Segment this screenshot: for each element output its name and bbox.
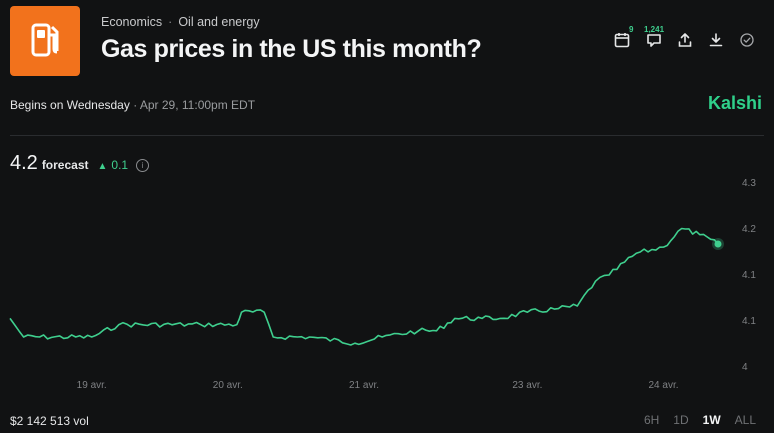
schedule-datetime: Apr 29, 11:00pm EDT	[139, 98, 256, 112]
forecast-change: ▲ 0.1	[98, 158, 129, 172]
y-tick-label: 4	[742, 362, 748, 373]
download-icon	[709, 33, 723, 47]
data-point	[200, 324, 202, 326]
data-point	[577, 305, 579, 307]
comment-icon	[647, 34, 661, 47]
info-icon[interactable]: i	[136, 159, 150, 172]
data-point	[381, 336, 383, 338]
data-point	[418, 330, 420, 332]
breadcrumb-category[interactable]: Economics	[101, 15, 163, 29]
data-point	[454, 318, 456, 320]
forecast-change-value: 0.1	[111, 158, 129, 172]
data-point	[436, 330, 438, 332]
y-tick-label: 4.3	[742, 178, 756, 189]
range-1w[interactable]: 1W	[702, 413, 721, 427]
x-tick-label: 24 avr.	[648, 380, 678, 391]
x-tick-label: 21 avr.	[349, 380, 379, 391]
data-point	[527, 311, 529, 313]
data-point	[608, 274, 610, 276]
data-point	[636, 253, 638, 255]
current-marker	[714, 240, 722, 248]
data-point	[236, 324, 238, 326]
share-icon	[678, 33, 692, 47]
price-chart[interactable]: 4.3 4.2 4.1 4.1 4 19 avr. 20 avr. 21 avr. 23 avr…	[0, 168, 774, 400]
range-1d[interactable]: 1D	[673, 413, 689, 427]
data-point	[499, 318, 501, 320]
y-tick-label: 4.1	[742, 316, 756, 327]
gas-pump-icon	[10, 6, 80, 76]
range-all[interactable]: ALL	[734, 413, 756, 427]
series-line	[9, 227, 719, 346]
triangle-up-icon: ▲	[97, 161, 108, 172]
market-header: Economics · Oil and energy Gas prices in t…	[0, 0, 774, 90]
schedule-separator: ·	[133, 98, 138, 112]
data-point	[263, 311, 265, 313]
check-circle-icon	[740, 33, 754, 47]
schedule-line: Begins on Wednesday · Apr 29, 11:00pm ED…	[10, 98, 255, 112]
range-6h[interactable]: 6H	[643, 413, 660, 427]
comments-count: 1,241	[644, 25, 665, 34]
data-point	[663, 246, 665, 248]
divider	[10, 135, 764, 136]
breadcrumb: Economics · Oil and energy	[101, 15, 260, 29]
data-point	[681, 228, 683, 230]
calendar-badge: 9	[629, 25, 634, 34]
data-point	[23, 336, 25, 338]
page-title: Gas prices in the US this month?	[101, 35, 482, 63]
calendar-icon	[614, 33, 630, 48]
data-point	[9, 318, 11, 320]
x-tick-label: 23 avr.	[512, 380, 542, 391]
data-point	[354, 342, 356, 344]
action-toolbar: 9 1,241	[610, 25, 770, 56]
x-tick-label: 19 avr.	[77, 380, 107, 391]
begins-label: Begins on Wednesday	[10, 98, 130, 112]
forecast-summary: 4.2 forecast ▲ 0.1 i	[10, 152, 150, 176]
watch-button[interactable]	[737, 30, 757, 50]
data-point	[554, 308, 556, 310]
data-point	[595, 280, 597, 282]
volume-label: $2 142 513 vol	[10, 414, 89, 428]
forecast-label: forecast	[41, 158, 89, 172]
share-button[interactable]	[675, 30, 695, 50]
range-selector: 6H 1D 1W ALL	[630, 413, 756, 427]
data-point	[699, 234, 701, 236]
y-tick-label: 4.2	[742, 224, 756, 235]
kalshi-logo[interactable]: Kalshi	[707, 93, 762, 113]
data-point	[309, 336, 311, 338]
breadcrumb-subcategory[interactable]: Oil and energy	[178, 15, 260, 29]
y-tick-label: 4.1	[742, 270, 756, 281]
data-point	[241, 311, 243, 313]
calendar-button[interactable]: 9	[612, 25, 633, 50]
download-button[interactable]	[706, 30, 726, 50]
data-point	[91, 336, 93, 338]
comments-button[interactable]: 1,241	[644, 25, 664, 50]
data-point	[118, 324, 120, 326]
data-point	[481, 318, 483, 320]
forecast-value: 4.2	[10, 152, 38, 174]
x-tick-label: 20 avr.	[213, 380, 243, 391]
breadcrumb-separator: ·	[168, 15, 173, 29]
data-point	[272, 336, 274, 338]
